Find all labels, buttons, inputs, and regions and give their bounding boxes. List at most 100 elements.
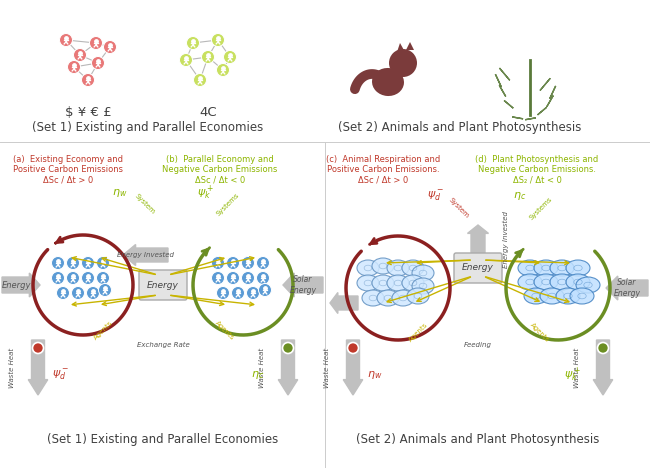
FancyArrow shape — [283, 273, 323, 297]
Circle shape — [216, 64, 229, 76]
Text: Energy: Energy — [462, 263, 494, 272]
Text: Energy: Energy — [2, 280, 31, 290]
Ellipse shape — [570, 288, 594, 304]
Circle shape — [81, 256, 94, 270]
Circle shape — [57, 286, 70, 300]
Ellipse shape — [576, 277, 600, 293]
Ellipse shape — [402, 260, 424, 276]
Ellipse shape — [407, 288, 429, 304]
Text: System: System — [448, 197, 471, 219]
Text: (a)  Existing Economy and
Positive Carbon Emissions
ΔSᴄ / Δt > 0: (a) Existing Economy and Positive Carbon… — [13, 155, 123, 185]
Text: (c)  Animal Respiration and
Positive Carbon Emissions.
ΔSᴄ / Δt > 0: (c) Animal Respiration and Positive Carb… — [326, 155, 440, 185]
Ellipse shape — [518, 274, 542, 290]
Text: System: System — [133, 193, 155, 215]
Ellipse shape — [402, 275, 424, 291]
Ellipse shape — [550, 260, 574, 276]
Circle shape — [211, 271, 224, 285]
Polygon shape — [512, 117, 523, 119]
FancyArrow shape — [278, 340, 298, 395]
Circle shape — [92, 57, 105, 70]
Text: Systems: Systems — [528, 196, 553, 220]
Polygon shape — [406, 42, 414, 50]
Text: Agents: Agents — [92, 319, 114, 341]
Circle shape — [226, 256, 239, 270]
FancyArrow shape — [343, 340, 363, 395]
FancyArrow shape — [28, 340, 47, 395]
Circle shape — [73, 49, 86, 61]
Text: $\eta_w$: $\eta_w$ — [112, 187, 127, 199]
Text: Systems: Systems — [215, 191, 240, 217]
Ellipse shape — [372, 258, 394, 274]
Circle shape — [224, 51, 237, 64]
Ellipse shape — [412, 265, 434, 281]
Text: $\eta_c$: $\eta_c$ — [252, 369, 265, 381]
Ellipse shape — [550, 274, 574, 290]
Circle shape — [179, 53, 192, 66]
Text: Feeding: Feeding — [464, 342, 492, 348]
Text: (Set 1) Existing and Parallel Economies: (Set 1) Existing and Parallel Economies — [32, 122, 264, 134]
Circle shape — [66, 256, 79, 270]
Text: Waste Heat: Waste Heat — [324, 347, 330, 388]
Text: Waste Heat: Waste Heat — [574, 347, 580, 388]
Ellipse shape — [534, 274, 558, 290]
Circle shape — [32, 343, 44, 353]
Ellipse shape — [524, 288, 548, 304]
Text: $\eta_w$: $\eta_w$ — [367, 369, 383, 381]
Polygon shape — [499, 85, 506, 96]
Ellipse shape — [377, 290, 399, 306]
Circle shape — [216, 286, 229, 300]
Text: Energy Invested: Energy Invested — [117, 252, 174, 258]
Circle shape — [103, 41, 116, 53]
Circle shape — [246, 286, 259, 300]
Text: Waste Heat: Waste Heat — [9, 347, 15, 388]
Circle shape — [51, 271, 64, 285]
Text: Solar
Energy: Solar Energy — [614, 278, 640, 298]
Ellipse shape — [518, 260, 542, 276]
Text: (b)  Parallel Economy and
Negative Carbon Emissions
ΔSᴄ / Δt < 0: (b) Parallel Economy and Negative Carbon… — [162, 155, 278, 185]
Circle shape — [96, 256, 109, 270]
Circle shape — [211, 34, 224, 46]
Circle shape — [257, 271, 270, 285]
Circle shape — [389, 49, 417, 77]
Text: Agents: Agents — [408, 322, 429, 343]
Circle shape — [51, 256, 64, 270]
Text: $\psi_k^+$: $\psi_k^+$ — [196, 184, 213, 202]
Circle shape — [90, 37, 103, 50]
Circle shape — [211, 256, 224, 270]
Text: (Set 2) Animals and Plant Photosynthesis: (Set 2) Animals and Plant Photosynthesis — [338, 122, 582, 134]
Ellipse shape — [540, 288, 564, 304]
Circle shape — [96, 271, 109, 285]
Circle shape — [202, 51, 214, 64]
Text: $\psi_d^-$: $\psi_d^-$ — [51, 368, 68, 382]
Text: (Set 1) Existing and Parallel Economies: (Set 1) Existing and Parallel Economies — [47, 433, 279, 446]
Polygon shape — [504, 101, 514, 108]
FancyArrow shape — [2, 273, 40, 297]
Circle shape — [348, 343, 359, 353]
Circle shape — [187, 37, 200, 50]
FancyArrow shape — [330, 292, 358, 314]
Ellipse shape — [556, 288, 580, 304]
Polygon shape — [525, 118, 536, 120]
Text: 4C: 4C — [199, 105, 217, 118]
Polygon shape — [550, 86, 556, 99]
Text: Exchange Rate: Exchange Rate — [136, 342, 189, 348]
Circle shape — [66, 271, 79, 285]
Circle shape — [283, 343, 294, 353]
Ellipse shape — [387, 275, 409, 291]
Circle shape — [81, 73, 94, 87]
Text: Agents: Agents — [529, 322, 551, 343]
Polygon shape — [540, 78, 551, 90]
Polygon shape — [538, 107, 547, 115]
Ellipse shape — [534, 260, 558, 276]
Circle shape — [194, 73, 207, 87]
Text: Energy: Energy — [147, 280, 179, 290]
Ellipse shape — [566, 260, 590, 276]
Text: Agents: Agents — [214, 319, 236, 341]
Ellipse shape — [392, 290, 414, 306]
FancyBboxPatch shape — [139, 270, 187, 300]
Ellipse shape — [357, 260, 379, 276]
Text: $\psi_k^+$: $\psi_k^+$ — [564, 366, 580, 384]
Ellipse shape — [357, 275, 379, 291]
Ellipse shape — [362, 290, 384, 306]
Ellipse shape — [372, 68, 404, 96]
